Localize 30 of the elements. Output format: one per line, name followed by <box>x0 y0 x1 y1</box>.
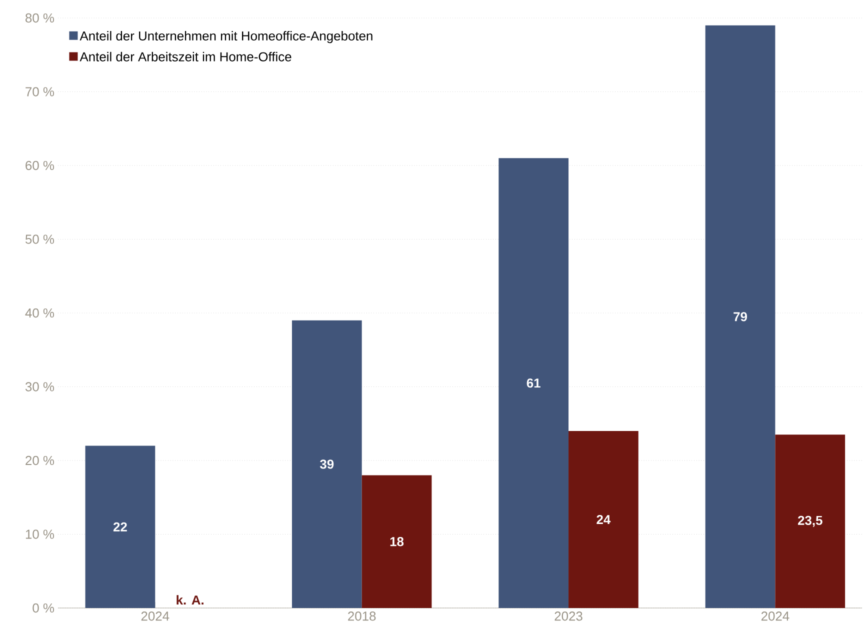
x-tick-label: 2024 <box>761 612 790 621</box>
y-tick-label: 40 % <box>25 308 54 318</box>
data-label: 23,5 <box>798 516 822 527</box>
data-label: 22 <box>113 522 127 532</box>
x-tick-label: 2024 <box>141 612 170 621</box>
bar <box>498 158 569 608</box>
bar <box>292 320 362 608</box>
y-tick-label: 60 % <box>26 160 54 170</box>
y-tick-label: 70 % <box>26 87 54 96</box>
bar <box>775 434 846 608</box>
bar <box>568 430 638 608</box>
y-tick-label: 80 % <box>26 13 54 23</box>
legend-label: Anteil der Unternehmen mit Homeoffice-Angeboten <box>80 31 372 44</box>
bar <box>705 25 776 608</box>
x-tick-label: 2018 <box>348 612 376 621</box>
y-tick-label: 30 % <box>25 382 54 392</box>
data-label: 24 <box>596 514 611 524</box>
data-label: 39 <box>320 460 334 469</box>
y-tick-label: 0 % <box>32 603 54 613</box>
data-label: 18 <box>390 537 404 546</box>
data-label: 61 <box>526 378 540 388</box>
legend-label: Anteil der Arbeitszeit im Home-Office <box>80 52 292 62</box>
data-label: 79 <box>734 312 747 322</box>
y-tick-label: 50 % <box>25 234 54 244</box>
x-tick-label: 2023 <box>554 612 582 621</box>
bar <box>362 475 432 608</box>
bar <box>85 446 156 608</box>
text: k. A. <box>176 595 204 604</box>
y-tick-label: 20 % <box>26 456 54 466</box>
y-tick-label: 10 % <box>26 530 54 539</box>
